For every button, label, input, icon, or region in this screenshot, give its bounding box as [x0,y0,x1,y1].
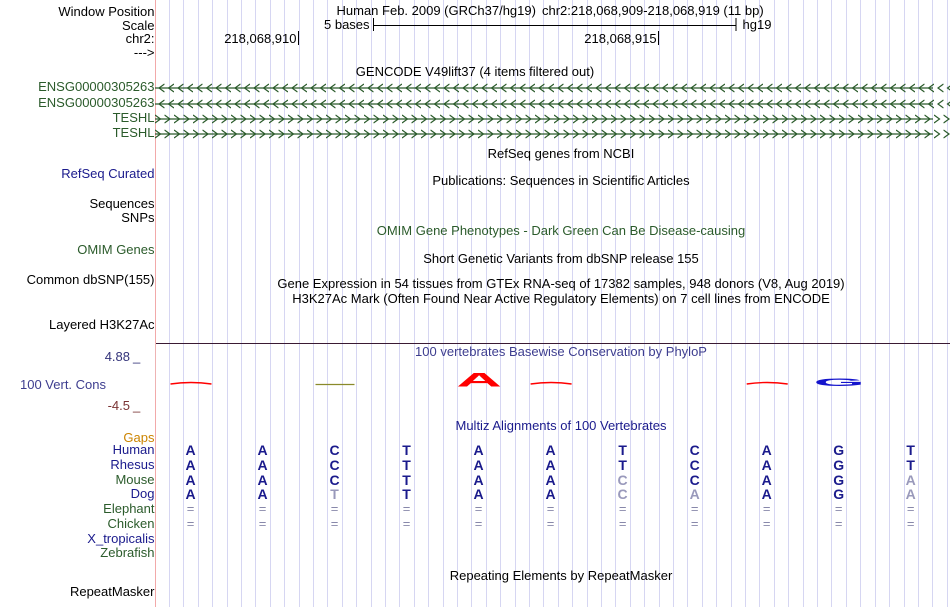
svg-text:A: A [456,369,501,390]
svg-text:G: G [813,376,864,389]
